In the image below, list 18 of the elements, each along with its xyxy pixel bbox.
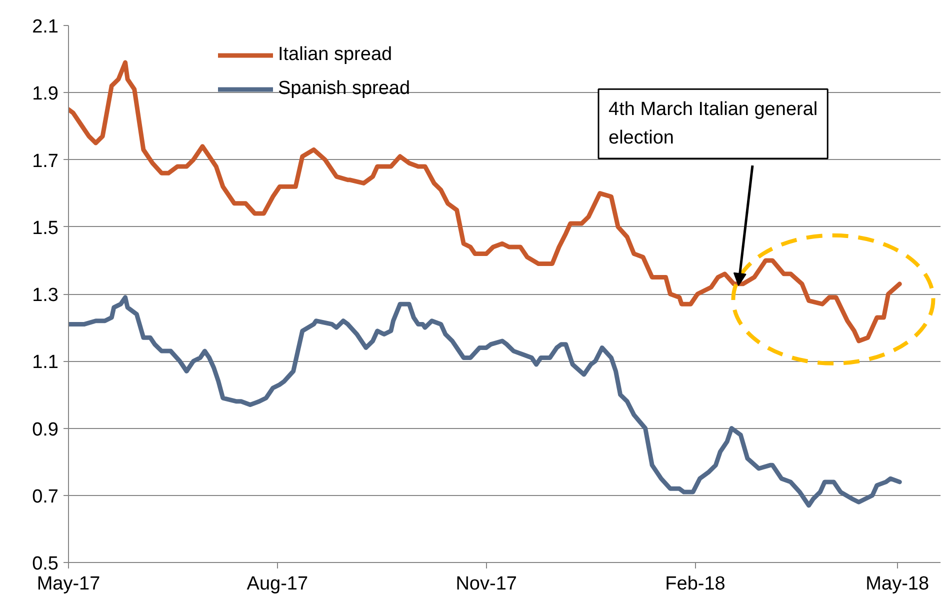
line-series bbox=[68, 295, 902, 508]
x-tick-label: May-17 bbox=[36, 574, 100, 594]
x-tick-label: Nov-17 bbox=[456, 574, 517, 594]
y-tick-label: 1.9 bbox=[32, 84, 59, 105]
y-tick-label: 1.3 bbox=[32, 285, 59, 306]
x-tick-label: Feb-18 bbox=[665, 574, 726, 594]
legend-label: Spanish spread bbox=[278, 78, 410, 100]
y-tick-label: 1.1 bbox=[32, 352, 59, 374]
annotation: 4th March Italian general election bbox=[608, 99, 818, 148]
y-tick-label: 1.7 bbox=[32, 150, 59, 172]
y-tick-label: 0.7 bbox=[32, 486, 59, 508]
y-tick-label: 0.5 bbox=[32, 554, 59, 574]
x-tick-label: Aug-17 bbox=[246, 574, 308, 594]
x-tick-label: May-18 bbox=[866, 574, 930, 594]
y-tick-label: 0.9 bbox=[32, 419, 59, 440]
y-tick-label: 2.1 bbox=[32, 16, 59, 38]
legend-label: Italian spread bbox=[278, 44, 392, 66]
y-tick-label: 1.5 bbox=[32, 218, 59, 239]
